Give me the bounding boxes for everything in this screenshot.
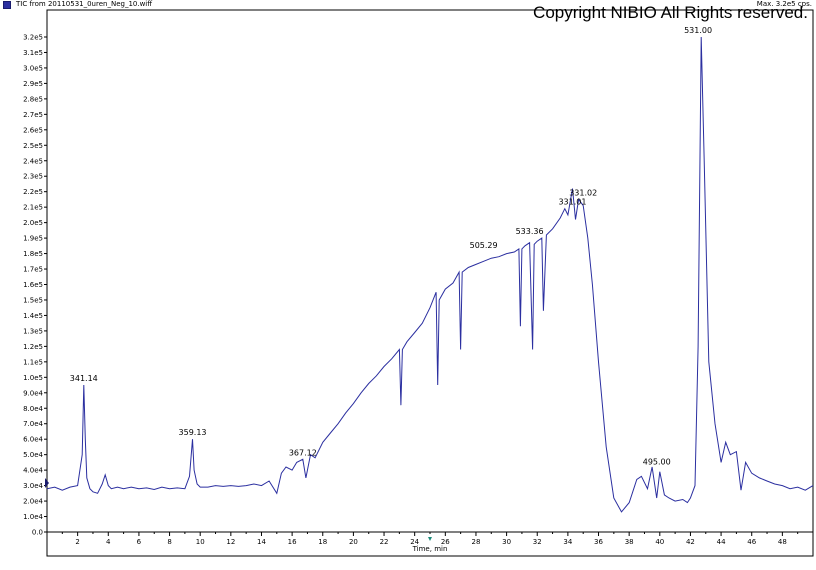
x-tick-label: 18 bbox=[318, 538, 327, 546]
x-tick-label: 40 bbox=[655, 538, 664, 546]
y-tick-label: 2.9e5 bbox=[23, 80, 43, 88]
y-tick-label: 1.7e5 bbox=[23, 266, 43, 274]
y-tick-label: 2.4e5 bbox=[23, 157, 43, 165]
y-axis: 0.0 1.0e4 2.0e4 3.0e4 4.0e4 5.0e4 6.0e4 7.0e4 8.… bbox=[23, 34, 47, 537]
y-tick-label: 1.2e5 bbox=[23, 343, 43, 351]
y-tick-label: 8.0e4 bbox=[23, 405, 43, 413]
left-marker-icon bbox=[45, 478, 49, 488]
x-tick-label: 2 bbox=[75, 538, 79, 546]
x-tick-label: 28 bbox=[471, 538, 480, 546]
x-axis-label: Time, min bbox=[412, 545, 448, 553]
x-tick-label: 34 bbox=[563, 538, 572, 546]
x-tick-label: 44 bbox=[717, 538, 726, 546]
y-tick-label: 2.8e5 bbox=[23, 95, 43, 103]
y-tick-label: 2.3e5 bbox=[23, 173, 43, 181]
y-tick-label: 1.1e5 bbox=[23, 358, 43, 366]
x-tick-label: 42 bbox=[686, 538, 695, 546]
y-tick-label: 0.0 bbox=[32, 529, 43, 537]
y-tick-label: 2.6e5 bbox=[23, 126, 43, 134]
tic-trace-line bbox=[46, 36, 814, 513]
y-tick-label: 1.0e5 bbox=[23, 374, 43, 382]
y-tick-label: 4.0e4 bbox=[23, 467, 43, 475]
peak-label: 495.00 bbox=[643, 458, 671, 467]
peak-label: 331.02 bbox=[569, 188, 597, 197]
copyright-notice: Copyright NIBIO All Rights reserved. bbox=[533, 3, 808, 22]
x-tick-label: 38 bbox=[625, 538, 634, 546]
y-tick-label: 3.2e5 bbox=[23, 34, 43, 42]
x-tick-label: 6 bbox=[137, 538, 142, 546]
x-tick-label: 24 bbox=[410, 538, 419, 546]
x-tick-label: 46 bbox=[747, 538, 756, 546]
y-tick-label: 3.0e4 bbox=[23, 482, 43, 490]
y-tick-label: 1.8e5 bbox=[23, 250, 43, 258]
peak-label: 505.29 bbox=[470, 241, 498, 250]
y-tick-label: 7.0e4 bbox=[23, 420, 43, 428]
x-tick-label: 22 bbox=[380, 538, 389, 546]
x-tick-label: 48 bbox=[778, 538, 787, 546]
x-tick-label: 8 bbox=[167, 538, 171, 546]
max-intensity-label: Max. 3.2e5 cps. bbox=[756, 0, 812, 8]
y-tick-label: 2.5e5 bbox=[23, 142, 43, 150]
y-tick-label: 2.1e5 bbox=[23, 204, 43, 212]
peak-annotations: 341.14 359.13 367.12 505.29 533.36 331.01331.… bbox=[70, 26, 712, 467]
y-tick-label: 1.4e5 bbox=[23, 312, 43, 320]
peak-label: 341.14 bbox=[70, 374, 98, 383]
y-tick-label: 3.0e5 bbox=[23, 64, 43, 72]
trace-color-swatch-icon bbox=[3, 1, 11, 9]
y-tick-label: 2.2e5 bbox=[23, 188, 43, 196]
peak-label: 331.01 bbox=[558, 198, 586, 207]
y-tick-label: 1.9e5 bbox=[23, 235, 43, 243]
y-tick-label: 1.5e5 bbox=[23, 296, 43, 304]
y-tick-label: 2.7e5 bbox=[23, 111, 43, 119]
x-tick-label: 26 bbox=[441, 538, 450, 546]
x-tick-label: 32 bbox=[533, 538, 542, 546]
y-tick-label: 1.0e4 bbox=[23, 513, 43, 521]
y-tick-label: 3.1e5 bbox=[23, 49, 43, 57]
x-tick-label: 14 bbox=[257, 538, 266, 546]
x-axis: 2 4 6 8 10 12 14 16 18 20 22 24 26 28 30 32 34 36 38 40 42 44… bbox=[47, 531, 813, 546]
y-tick-label: 1.6e5 bbox=[23, 281, 43, 289]
x-tick-label: 16 bbox=[288, 538, 297, 546]
peak-label: 359.13 bbox=[179, 428, 207, 437]
y-tick-label: 6.0e4 bbox=[23, 436, 43, 444]
header-bar: TIC from 20110531_0uren_Neg_10.wiff Max.… bbox=[0, 0, 816, 10]
y-tick-label: 1.3e5 bbox=[23, 327, 43, 335]
y-tick-label: 2.0e5 bbox=[23, 219, 43, 227]
x-tick-label: 10 bbox=[196, 538, 205, 546]
x-tick-label: 20 bbox=[349, 538, 358, 546]
y-tick-label: 5.0e4 bbox=[23, 451, 43, 459]
x-tick-label: 4 bbox=[106, 538, 111, 546]
peak-label: 533.36 bbox=[516, 227, 544, 236]
plot-area bbox=[46, 9, 814, 557]
trace-file-label: TIC from 20110531_0uren_Neg_10.wiff bbox=[16, 0, 153, 8]
y-tick-label: 2.0e4 bbox=[23, 498, 43, 506]
peak-label: 531.00 bbox=[684, 26, 712, 35]
x-tick-label: 36 bbox=[594, 538, 603, 546]
cursor-arrow-icon[interactable] bbox=[428, 537, 432, 541]
y-tick-label: 9.0e4 bbox=[23, 389, 43, 397]
peak-label: 367.12 bbox=[289, 448, 317, 457]
x-tick-label: 12 bbox=[226, 538, 235, 546]
x-tick-label: 30 bbox=[502, 538, 511, 546]
